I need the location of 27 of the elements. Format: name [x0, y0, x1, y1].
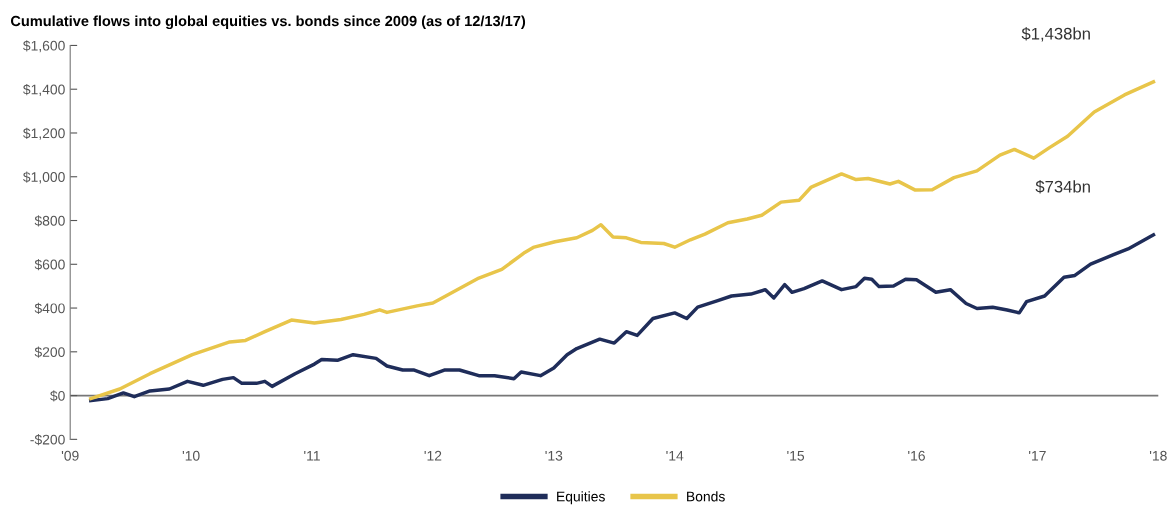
x-tick-label: '16: [908, 450, 925, 461]
y-tick-label: $600: [34, 259, 65, 271]
x-tick-label: '14: [666, 450, 684, 461]
legend-label: Bonds: [687, 491, 725, 502]
text: $1,438bn: [1021, 27, 1090, 42]
x-tick-label: '13: [545, 450, 563, 461]
y-tick-label: $400: [34, 302, 65, 315]
line-series: [89, 233, 1156, 403]
y-tick-label: $800: [34, 215, 65, 227]
x-tick-label: '11: [304, 450, 320, 461]
y-tick-label: -$200: [30, 434, 65, 446]
x-tick-label: '17: [1029, 450, 1046, 461]
y-tick-label: $200: [34, 346, 65, 358]
annotation: $734bn: [1035, 180, 1090, 194]
y-tick-label: $1,200: [23, 127, 65, 140]
x-tick-label: '09: [61, 450, 79, 461]
x-tick-label: '10: [182, 450, 200, 461]
y-tick-label: $1,000: [23, 171, 65, 184]
line-series: [89, 80, 1156, 401]
x-tick-label: '18: [1149, 450, 1167, 461]
y-tick-label: $1,600: [23, 40, 65, 53]
x-tick-label: '15: [787, 450, 805, 461]
legend-label: Equities: [557, 491, 605, 505]
chart-title: Cumulative flows into global equities vs. bonds since 2009 (as of 12/13/17): [10, 15, 526, 30]
x-tick-label: '12: [424, 450, 442, 461]
y-tick-label: $0: [50, 390, 65, 402]
y-tick-label: $1,400: [23, 83, 65, 97]
